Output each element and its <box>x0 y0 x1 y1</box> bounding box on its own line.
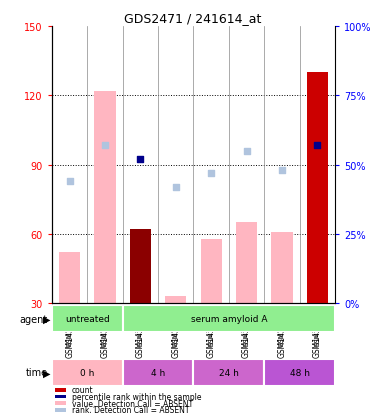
Bar <box>59 253 80 304</box>
Point <box>173 184 179 191</box>
Text: ▶: ▶ <box>43 368 50 377</box>
Text: percentile rank within the sample: percentile rank within the sample <box>72 392 201 401</box>
Point <box>279 167 285 174</box>
Text: agent: agent <box>20 314 48 324</box>
Bar <box>193 359 264 386</box>
Text: 0 h: 0 h <box>80 368 95 377</box>
Text: GSM143733: GSM143733 <box>314 304 320 346</box>
Text: rank, Detection Call = ABSENT: rank, Detection Call = ABSENT <box>72 406 189 413</box>
Text: time: time <box>26 368 48 377</box>
Text: 24 h: 24 h <box>219 368 239 377</box>
Bar <box>271 232 293 304</box>
Text: 48 h: 48 h <box>290 368 310 377</box>
Text: ▶: ▶ <box>43 314 50 324</box>
Text: count: count <box>72 385 94 394</box>
Point <box>208 170 214 177</box>
Point <box>137 157 144 163</box>
Bar <box>123 306 335 332</box>
Text: GSM143730: GSM143730 <box>208 304 214 346</box>
Text: GSM143731: GSM143731 <box>244 304 249 346</box>
Bar <box>52 359 123 386</box>
Point <box>67 178 73 185</box>
Bar <box>306 73 328 304</box>
Bar <box>236 223 257 304</box>
Text: serum amyloid A: serum amyloid A <box>191 315 267 323</box>
Point <box>314 142 320 149</box>
Bar <box>52 306 123 332</box>
Bar <box>165 297 186 304</box>
Bar <box>94 91 116 304</box>
Bar <box>55 388 66 392</box>
Text: GSM143727: GSM143727 <box>102 304 108 346</box>
Text: GSM143732: GSM143732 <box>279 304 285 346</box>
Bar <box>123 359 193 386</box>
Text: GSM143728: GSM143728 <box>137 304 143 346</box>
Text: untreated: untreated <box>65 315 110 323</box>
Text: GSM143729: GSM143729 <box>173 304 179 346</box>
Text: GSM143726: GSM143726 <box>67 304 73 346</box>
Text: 4 h: 4 h <box>151 368 165 377</box>
Bar <box>264 359 335 386</box>
Point <box>102 142 108 149</box>
Text: value, Detection Call = ABSENT: value, Detection Call = ABSENT <box>72 399 193 408</box>
Point <box>243 148 249 154</box>
Text: GDS2471 / 241614_at: GDS2471 / 241614_at <box>124 12 261 25</box>
Bar <box>55 408 66 412</box>
Bar <box>130 230 151 304</box>
Bar <box>55 401 66 405</box>
Bar <box>55 395 66 399</box>
Bar <box>201 239 222 304</box>
